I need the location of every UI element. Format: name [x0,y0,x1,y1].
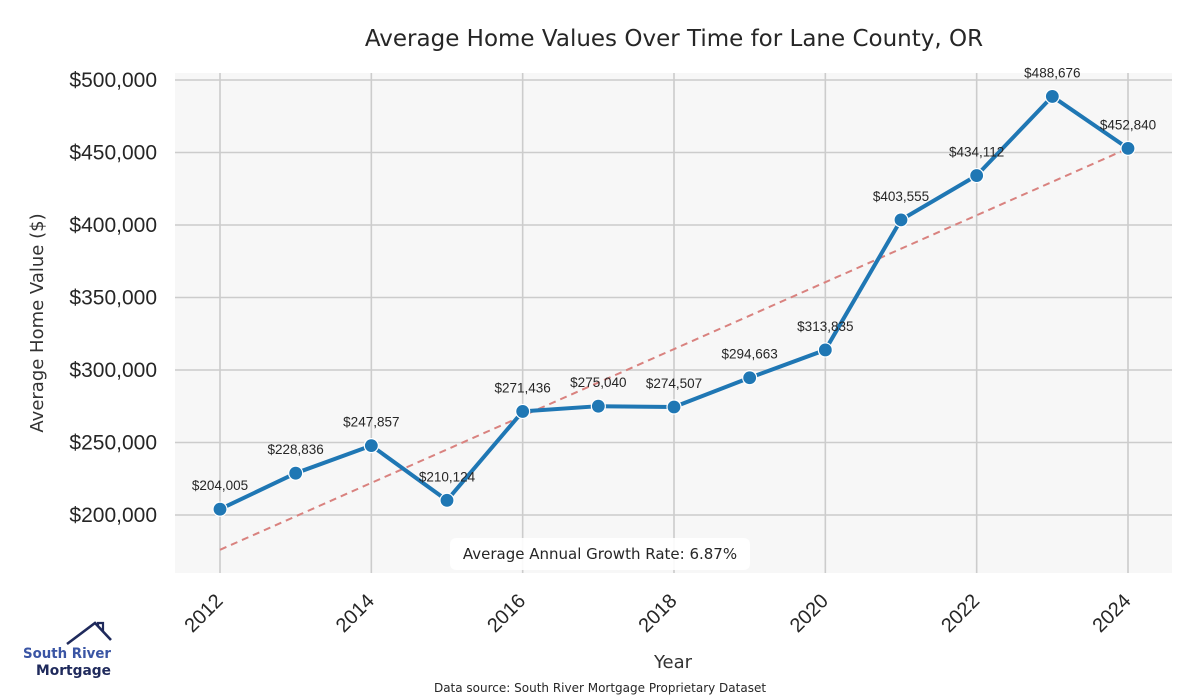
logo-text-south-river: South River [23,646,112,662]
data-point-label: $271,436 [495,380,551,395]
logo-text-mortgage: Mortgage [36,663,111,679]
x-tick-label: 2012 [181,590,228,637]
x-tick-label: 2020 [786,590,833,637]
data-point-marker [590,398,606,414]
data-source-text: Data source: South River Mortgage Propri… [434,681,766,695]
company-logo: South River Mortgage [23,621,112,679]
y-tick-label: $450,000 [69,142,157,165]
data-point-marker [439,492,455,508]
y-tick-label: $500,000 [69,69,157,92]
x-tick-label: 2014 [332,590,379,637]
house-roof-icon [66,621,112,646]
data-point-marker [969,167,985,184]
x-axis-label: Year [653,652,693,673]
data-point-marker [212,501,228,517]
data-labels: $204,005 $228,836 $247,857 $210,124 $271,436… [192,65,1156,493]
data-point-label: $247,857 [343,415,399,430]
x-tick-label: 2024 [1089,590,1136,637]
data-point-label: $294,663 [722,347,778,362]
annotation-box [450,538,750,570]
data-point-label: $434,112 [949,145,1004,160]
data-point-marker [1120,140,1136,156]
data-point-marker [515,403,531,420]
data-point-marker [1044,88,1060,105]
x-gridlines [219,73,1129,573]
data-point-label: $274,507 [646,376,702,391]
x-tick-label: 2022 [937,590,984,637]
x-tick-label: 2018 [635,590,682,637]
data-point-marker [288,465,304,481]
y-tick-label: $200,000 [69,504,157,527]
trend-line [219,147,1129,551]
data-point-label: $488,676 [1024,65,1080,80]
data-point-marker [893,212,909,228]
data-point-label: $313,835 [797,319,853,334]
y-axis-label: Average Home Value ($) [27,213,48,432]
data-point-label: $204,005 [192,478,248,493]
y-tick-label: $300,000 [69,359,157,382]
data-point-label: $228,836 [268,442,324,457]
data-point-marker [363,438,379,454]
data-point-marker [817,342,833,358]
data-point-marker [666,399,682,415]
x-tick-label: 2016 [483,590,530,637]
data-point-marker [742,370,758,386]
data-point-label: $275,040 [570,375,626,390]
data-point-label: $403,555 [873,189,929,204]
annotation-text: Average Annual Growth Rate: 6.87% [463,545,737,563]
y-axis-ticks: $200,000 $250,000 $300,000 $350,000 $400,000… [69,69,157,527]
data-point-label: $210,124 [419,469,476,484]
x-axis-ticks: 2012 2014 2016 2018 2020 2022 2024 [181,590,1136,637]
y-tick-label: $350,000 [69,287,157,310]
series-markers [212,88,1136,517]
y-tick-label: $400,000 [69,214,157,237]
y-tick-label: $250,000 [69,432,157,455]
chart-title: Average Home Values Over Time for Lane C… [365,26,983,52]
growth-rate-annotation: Average Annual Growth Rate: 6.87% [450,538,750,570]
data-point-label: $452,840 [1100,117,1156,132]
